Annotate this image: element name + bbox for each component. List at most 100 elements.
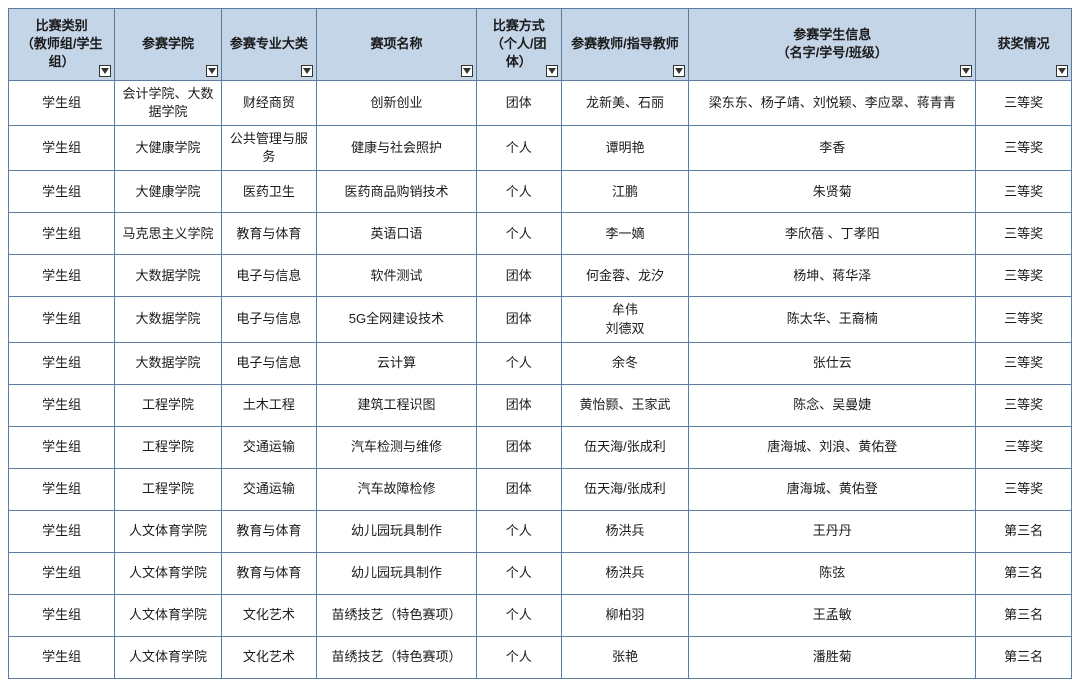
table-cell: 学生组 <box>9 468 115 510</box>
table-row: 学生组工程学院交通运输汽车故障检修团体伍天海/张成利唐海城、黄佑登三等奖 <box>9 468 1072 510</box>
column-header[interactable]: 参赛学院 <box>115 9 221 81</box>
table-cell: 第三名 <box>976 510 1072 552</box>
table-cell: 第三名 <box>976 636 1072 678</box>
table-cell: 第三名 <box>976 594 1072 636</box>
table-row: 学生组人文体育学院教育与体育幼儿园玩具制作个人杨洪兵王丹丹第三名 <box>9 510 1072 552</box>
table-cell: 大数据学院 <box>115 342 221 384</box>
table-cell: 团体 <box>476 255 561 297</box>
filter-dropdown-icon[interactable] <box>673 65 685 77</box>
table-cell: 健康与社会照护 <box>317 125 476 170</box>
table-cell: 财经商贸 <box>221 80 317 125</box>
table-cell: 团体 <box>476 384 561 426</box>
table-row: 学生组大数据学院电子与信息云计算个人余冬张仕云三等奖 <box>9 342 1072 384</box>
filter-dropdown-icon[interactable] <box>546 65 558 77</box>
table-cell: 个人 <box>476 510 561 552</box>
table-cell: 个人 <box>476 552 561 594</box>
table-row: 学生组人文体育学院文化艺术苗绣技艺（特色赛项）个人柳柏羽王孟敏第三名 <box>9 594 1072 636</box>
column-header[interactable]: 比赛类别（教师组/学生组） <box>9 9 115 81</box>
filter-dropdown-icon[interactable] <box>461 65 473 77</box>
table-cell: 三等奖 <box>976 80 1072 125</box>
table-cell: 学生组 <box>9 80 115 125</box>
table-cell: 教育与体育 <box>221 510 317 552</box>
table-cell: 学生组 <box>9 426 115 468</box>
table-cell: 团体 <box>476 426 561 468</box>
table-cell: 王丹丹 <box>689 510 976 552</box>
table-cell: 大数据学院 <box>115 255 221 297</box>
table-cell: 人文体育学院 <box>115 594 221 636</box>
table-cell: 建筑工程识图 <box>317 384 476 426</box>
column-header[interactable]: 赛项名称 <box>317 9 476 81</box>
table-cell: 苗绣技艺（特色赛项） <box>317 636 476 678</box>
table-cell: 团体 <box>476 80 561 125</box>
table-cell: 陈太华、王裔楠 <box>689 297 976 342</box>
table-cell: 团体 <box>476 468 561 510</box>
table-cell: 电子与信息 <box>221 297 317 342</box>
table-cell: 5G全网建设技术 <box>317 297 476 342</box>
table-cell: 工程学院 <box>115 384 221 426</box>
table-cell: 个人 <box>476 125 561 170</box>
column-header-label: 赛项名称 <box>370 36 422 51</box>
table-cell: 教育与体育 <box>221 213 317 255</box>
table-cell: 团体 <box>476 297 561 342</box>
competition-results-table: 比赛类别（教师组/学生组） 参赛学院 参赛专业大类 赛项名称 比赛方式（个人/团体） 参赛… <box>8 8 1072 679</box>
column-header[interactable]: 参赛专业大类 <box>221 9 317 81</box>
filter-dropdown-icon[interactable] <box>1056 65 1068 77</box>
table-cell: 交通运输 <box>221 426 317 468</box>
column-header[interactable]: 比赛方式（个人/团体） <box>476 9 561 81</box>
table-cell: 个人 <box>476 171 561 213</box>
table-cell: 医药商品购销技术 <box>317 171 476 213</box>
column-header[interactable]: 获奖情况 <box>976 9 1072 81</box>
table-cell: 潘胜菊 <box>689 636 976 678</box>
table-cell: 学生组 <box>9 255 115 297</box>
table-cell: 张艳 <box>561 636 689 678</box>
table-cell: 云计算 <box>317 342 476 384</box>
table-cell: 李一嫡 <box>561 213 689 255</box>
table-cell: 陈念、吴曼婕 <box>689 384 976 426</box>
table-cell: 牟伟刘德双 <box>561 297 689 342</box>
table-cell: 医药卫生 <box>221 171 317 213</box>
table-cell: 工程学院 <box>115 468 221 510</box>
table-cell: 汽车故障检修 <box>317 468 476 510</box>
table-cell: 黄怡颢、王家武 <box>561 384 689 426</box>
table-cell: 幼儿园玩具制作 <box>317 510 476 552</box>
table-row: 学生组大数据学院电子与信息软件测试团体何金蓉、龙汐杨坤、蒋华泽三等奖 <box>9 255 1072 297</box>
table-cell: 三等奖 <box>976 468 1072 510</box>
table-cell: 伍天海/张成利 <box>561 426 689 468</box>
table-cell: 杨洪兵 <box>561 510 689 552</box>
column-header-label: 比赛类别（教师组/学生组） <box>21 18 103 69</box>
table-cell: 三等奖 <box>976 297 1072 342</box>
table-cell: 三等奖 <box>976 255 1072 297</box>
table-cell: 三等奖 <box>976 384 1072 426</box>
table-cell: 杨洪兵 <box>561 552 689 594</box>
filter-dropdown-icon[interactable] <box>99 65 111 77</box>
table-cell: 个人 <box>476 636 561 678</box>
table-cell: 文化艺术 <box>221 636 317 678</box>
table-row: 学生组会计学院、大数据学院财经商贸创新创业团体龙新美、石丽梁东东、杨子靖、刘悦颖… <box>9 80 1072 125</box>
filter-dropdown-icon[interactable] <box>206 65 218 77</box>
table-row: 学生组人文体育学院文化艺术苗绣技艺（特色赛项）个人张艳潘胜菊第三名 <box>9 636 1072 678</box>
table-cell: 马克思主义学院 <box>115 213 221 255</box>
column-header-label: 参赛学院 <box>142 36 194 51</box>
table-cell: 个人 <box>476 342 561 384</box>
table-cell: 汽车检测与维修 <box>317 426 476 468</box>
table-cell: 学生组 <box>9 342 115 384</box>
filter-dropdown-icon[interactable] <box>960 65 972 77</box>
table-cell: 幼儿园玩具制作 <box>317 552 476 594</box>
table-body: 学生组会计学院、大数据学院财经商贸创新创业团体龙新美、石丽梁东东、杨子靖、刘悦颖… <box>9 80 1072 678</box>
table-cell: 人文体育学院 <box>115 552 221 594</box>
column-header[interactable]: 参赛学生信息（名字/学号/班级） <box>689 9 976 81</box>
filter-dropdown-icon[interactable] <box>301 65 313 77</box>
table-cell: 何金蓉、龙汐 <box>561 255 689 297</box>
table-cell: 学生组 <box>9 171 115 213</box>
table-cell: 陈弦 <box>689 552 976 594</box>
table-cell: 学生组 <box>9 594 115 636</box>
table-cell: 学生组 <box>9 510 115 552</box>
column-header-label: 比赛方式（个人/团体） <box>491 18 547 69</box>
table-cell: 学生组 <box>9 125 115 170</box>
table-cell: 公共管理与服务 <box>221 125 317 170</box>
table-row: 学生组大健康学院医药卫生医药商品购销技术个人江鹏朱贤菊三等奖 <box>9 171 1072 213</box>
table-cell: 学生组 <box>9 552 115 594</box>
table-cell: 梁东东、杨子靖、刘悦颖、李应翠、蒋青青 <box>689 80 976 125</box>
table-cell: 人文体育学院 <box>115 636 221 678</box>
column-header[interactable]: 参赛教师/指导教师 <box>561 9 689 81</box>
